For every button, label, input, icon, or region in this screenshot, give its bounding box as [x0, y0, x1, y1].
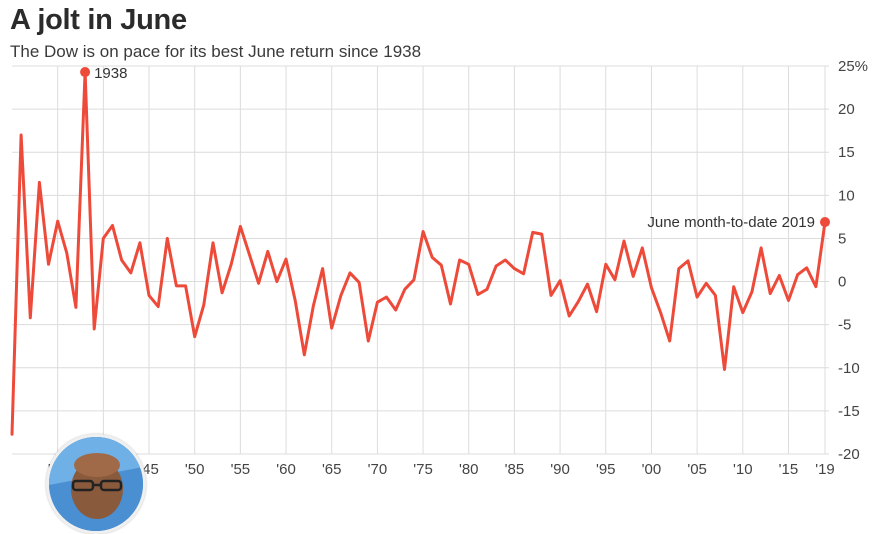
x-tick-label: '00: [642, 461, 662, 478]
annotation-label: 1938: [94, 65, 127, 82]
y-axis-ticks: 25% 20 15 10 5 0 -5 -10 -15 -20: [838, 58, 868, 463]
author-avatar: [46, 434, 146, 534]
annotation-label: June month-to-date 2019: [647, 214, 815, 231]
y-tick-label: 10: [838, 187, 855, 204]
annotation-dot: [80, 67, 91, 78]
y-tick-label: 0: [838, 274, 846, 291]
page-subtitle: The Dow is on pace for its best June ret…: [10, 42, 422, 61]
y-tick-label: 15: [838, 144, 855, 161]
y-tick-label: -20: [838, 446, 860, 463]
page-title: A jolt in June: [10, 4, 187, 36]
x-tick-label: '85: [505, 461, 525, 478]
y-tick-label: -15: [838, 403, 860, 420]
x-tick-label: '65: [322, 461, 342, 478]
y-tick-label: -10: [838, 360, 860, 377]
x-tick-label: '95: [596, 461, 616, 478]
annotation-dot: [820, 217, 830, 228]
y-tick-label: 25%: [838, 58, 868, 75]
grid-layer: [12, 65, 829, 455]
x-tick-label: '60: [276, 461, 296, 478]
x-tick-label: '05: [687, 461, 707, 478]
x-tick-label: '80: [459, 461, 479, 478]
x-tick-label: '10: [733, 461, 753, 478]
y-tick-label: 20: [838, 101, 855, 118]
x-tick-label: '55: [231, 461, 251, 478]
annotations: 1938 June month-to-date 2019: [80, 65, 830, 231]
y-tick-label: -5: [838, 317, 851, 334]
x-tick-label: '19: [815, 461, 835, 478]
x-tick-label: '70: [368, 461, 388, 478]
x-tick-label: '15: [779, 461, 799, 478]
y-tick-label: 5: [838, 230, 846, 247]
series-line: [10, 70, 827, 436]
x-tick-label: '75: [413, 461, 433, 478]
x-axis-ticks: '35'40'45'50'55'60'65'70'75'80'85'90'95'…: [48, 461, 835, 478]
x-tick-label: '50: [185, 461, 205, 478]
person-photo-icon: [49, 437, 143, 531]
x-tick-label: '90: [550, 461, 570, 478]
